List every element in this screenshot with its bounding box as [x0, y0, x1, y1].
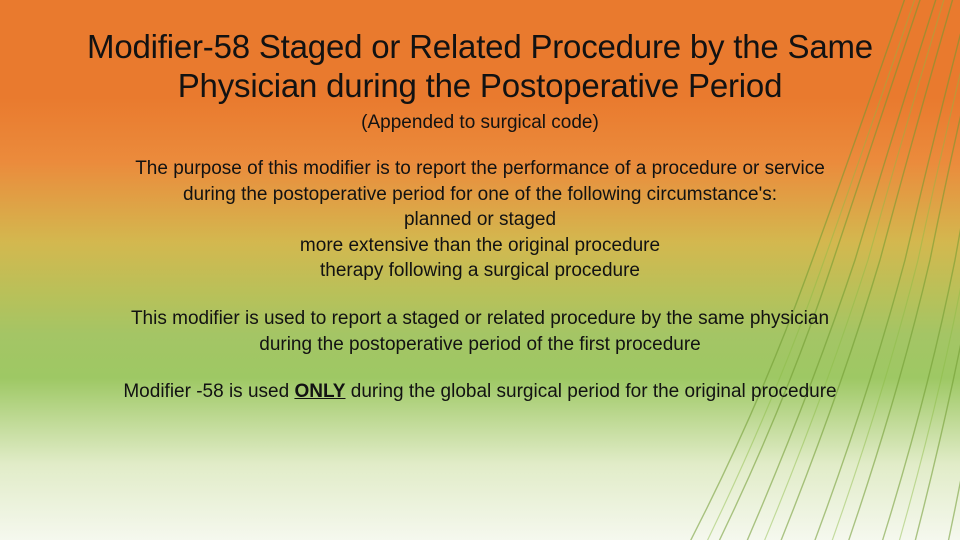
text-line: This modifier is used to report a staged… [131, 308, 829, 329]
text-line: therapy following a surgical procedure [320, 260, 640, 281]
text-line: planned or staged [404, 209, 556, 230]
paragraph-usage: This modifier is used to report a staged… [40, 306, 920, 357]
text-fragment: Modifier -58 is used [123, 381, 294, 402]
text-fragment: during the global surgical period for th… [345, 381, 836, 402]
text-line: The purpose of this modifier is to repor… [135, 158, 825, 179]
paragraph-only: Modifier -58 is used ONLY during the glo… [40, 379, 920, 405]
emphasis-only: ONLY [294, 381, 345, 402]
slide-content: Modifier-58 Staged or Related Procedure … [0, 0, 960, 540]
slide-subtitle: (Appended to surgical code) [40, 112, 920, 134]
text-line: more extensive than the original procedu… [300, 235, 660, 256]
slide-title: Modifier-58 Staged or Related Procedure … [40, 28, 920, 106]
paragraph-purpose: The purpose of this modifier is to repor… [40, 156, 920, 284]
text-line: during the postoperative period of the f… [259, 334, 701, 355]
text-line: during the postoperative period for one … [183, 184, 777, 205]
